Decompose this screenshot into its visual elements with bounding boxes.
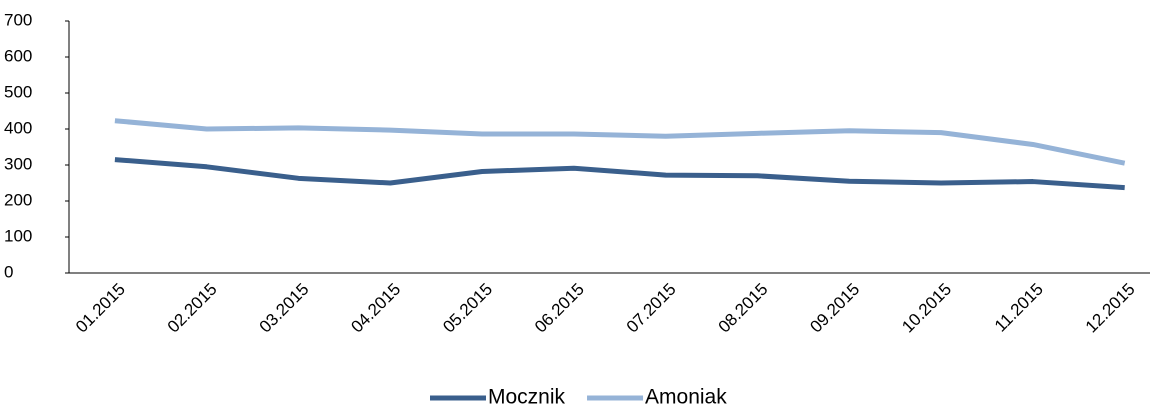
x-tick-label: 02.2015	[164, 280, 221, 337]
x-tick-label: 06.2015	[531, 280, 588, 337]
x-tick-label: 07.2015	[623, 280, 680, 337]
x-tick-label: 11.2015	[991, 280, 1047, 336]
y-tick-label: 100	[4, 226, 32, 245]
y-tick-label: 0	[4, 262, 13, 281]
legend-label: Amoniak	[645, 386, 727, 407]
line-series	[114, 118, 1126, 166]
x-tick-label: 05.2015	[439, 280, 496, 337]
y-tick-label: 400	[4, 118, 32, 137]
y-tick-label: 500	[4, 82, 32, 101]
legend-label: Mocznik	[488, 386, 566, 407]
x-tick-label: 08.2015	[715, 280, 772, 337]
x-tick-label: 03.2015	[256, 280, 313, 337]
y-tick-label: 300	[4, 154, 32, 173]
y-tick-label: 600	[4, 46, 32, 65]
x-tick-label: 10.2015	[898, 280, 955, 337]
x-tick-label: 04.2015	[347, 280, 404, 337]
y-tick-label: 200	[4, 190, 32, 209]
x-tick-label: 09.2015	[806, 280, 863, 337]
y-tick-label: 700	[4, 10, 32, 29]
x-tick-label: 12.2015	[1082, 280, 1139, 337]
line-series	[114, 157, 1125, 191]
x-tick-label: 01.2015	[72, 280, 129, 337]
